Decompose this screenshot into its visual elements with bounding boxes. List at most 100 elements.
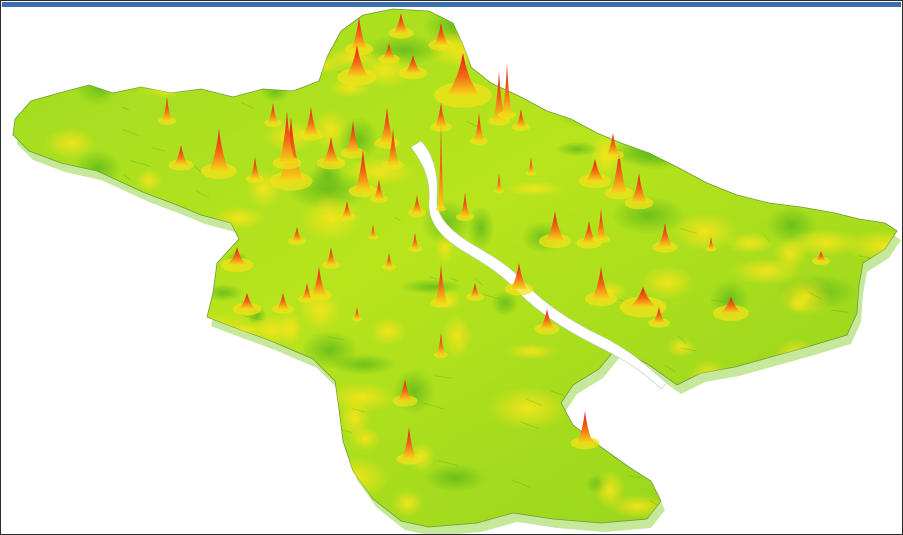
peak-spike [721,297,741,313]
density-peak [407,233,423,253]
density-peak [298,283,316,303]
surface-mound [392,368,435,415]
surface-contour [548,389,565,396]
density-peak [470,113,488,145]
peak-spike [516,109,526,127]
peak-spike [387,129,399,165]
surface-contour [434,375,452,379]
surface-mound [491,290,520,317]
surface-contour [184,55,203,60]
surface-mound [808,149,886,186]
density-peak [272,293,294,314]
river [410,140,668,390]
surface-contour [152,281,173,287]
surface-contour [631,38,649,46]
surface-mound [391,489,424,517]
density-peak [584,267,618,307]
surface-contour [118,38,128,46]
surface-mound [44,127,97,159]
peak-spike [354,307,360,319]
surface-mound [67,398,147,426]
surface-mound [202,283,244,302]
surface-contour [172,428,188,436]
surface-mound [682,385,754,423]
surface-mound [77,34,110,58]
density-peak [428,23,454,51]
surface-contour [394,216,401,221]
surface-contour [151,147,165,152]
surface-contour [832,452,845,456]
peak-spike [447,53,479,95]
surface-mound [91,408,169,431]
surface-mound [771,76,792,119]
surface-mound [787,228,864,257]
surface-mound [76,237,145,252]
peak-spike [312,267,326,295]
peak-spike [277,293,289,309]
density-peak [430,265,452,308]
surface-contour [520,421,540,429]
peak-spike [474,113,484,141]
density-peaks [158,13,830,465]
peak-spike [658,223,672,247]
density-peak [578,159,612,189]
density-peak [602,133,624,160]
surface-mound [205,432,237,446]
surface-mound [483,11,524,36]
surface-contour [627,475,641,479]
surface-contour [450,277,459,282]
surface-mound [775,178,812,199]
peak-spike [385,253,393,267]
surface-contour [88,254,97,261]
surface-mound [555,141,599,157]
surface-mound [251,491,310,509]
surface-contour [610,86,628,93]
surface-mound [124,61,197,98]
surface-contour [679,227,697,234]
peak-spike [496,173,502,191]
density-peak [504,263,534,296]
surface-contour [248,83,265,91]
peak-spike [435,103,447,127]
peak-spike [351,17,367,49]
surface-contour [482,293,501,300]
surface-mound [579,9,601,25]
density-peak [619,287,667,318]
surface-mound [672,212,738,252]
density-peak [705,237,717,252]
peak-spike [437,333,445,355]
density-peak [812,251,830,265]
surface-mound [692,507,720,527]
surface-mound [648,59,687,99]
surface-mound [93,12,165,26]
surface-contour [842,34,855,41]
surface-contour [116,472,136,481]
surface-contour [511,479,530,488]
peak-spike [540,309,554,329]
density-peak [288,227,306,245]
surface-mound [92,251,140,264]
peak-spike [528,157,534,173]
density-peak [398,55,428,80]
peak-spike [631,173,647,203]
peak-spike [346,121,360,153]
surface-mound [610,137,694,167]
peak-spike [582,221,596,243]
surface-mound [76,17,123,54]
density-peak [648,307,670,328]
surface-mound [92,60,114,100]
surface-mound [135,490,161,527]
peak-spike [292,227,302,241]
peak-spike [209,129,229,171]
surface-mound [210,341,241,374]
peak-spike [402,427,416,459]
surface-mound [52,298,127,345]
surface-mound [13,182,56,211]
surface-mound [730,257,802,285]
surface-mound [35,395,88,417]
density-peak [512,109,530,131]
surface-mound [284,55,349,75]
surface-contour [584,66,591,73]
peak-spike [374,179,384,199]
